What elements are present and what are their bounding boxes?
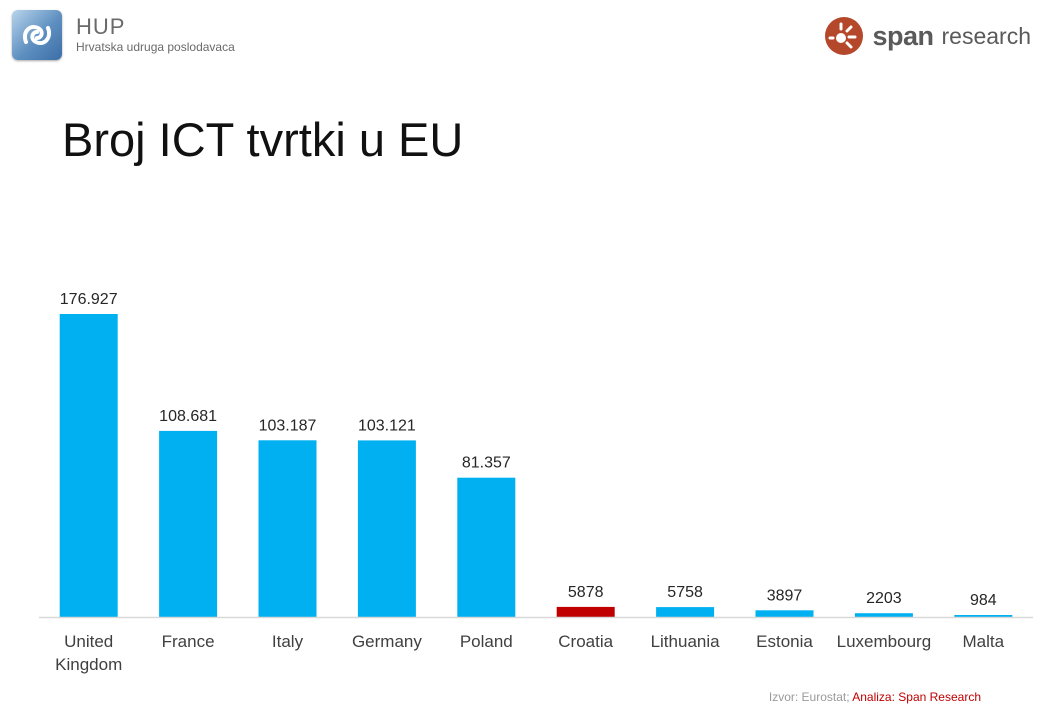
span-research-logo: span research [824, 16, 1031, 56]
hup-name: HUP [76, 14, 126, 39]
hup-subtitle: Hrvatska udruga poslodavaca [76, 40, 235, 54]
category-label: Poland [460, 632, 513, 651]
bar-estonia [755, 610, 814, 617]
category-label: France [162, 632, 215, 651]
category-label: United [64, 632, 113, 651]
category-label: Malta [963, 632, 1005, 651]
value-label: 103.121 [358, 417, 416, 434]
category-label: Italy [272, 632, 304, 651]
value-label: 176.927 [60, 291, 118, 308]
value-label: 103.187 [259, 417, 317, 434]
source-note: Izvor: Eurostat; Analiza: Span Research [769, 690, 981, 704]
page-title: Broj ICT tvrtki u EU [62, 113, 464, 166]
bar-lithuania [656, 607, 715, 617]
bar-italy [258, 440, 317, 617]
category-label: Germany [352, 632, 422, 651]
value-label: 3897 [767, 587, 803, 604]
bar-malta [954, 615, 1013, 617]
bar-united-kingdom [59, 314, 118, 617]
value-label: 108.681 [159, 408, 217, 425]
category-label: Kingdom [55, 655, 122, 674]
bar-france [159, 430, 218, 617]
value-label: 81.357 [462, 455, 511, 472]
bar-poland [457, 477, 516, 617]
category-label: Lithuania [651, 632, 721, 651]
bar-luxembourg [854, 613, 913, 617]
category-label: Estonia [756, 632, 813, 651]
source-analysis: Analiza: Span Research [852, 690, 981, 704]
value-label: 2203 [866, 590, 902, 607]
span-research-text: research [941, 22, 1031, 49]
value-label: 5758 [667, 584, 703, 601]
category-label: Croatia [558, 632, 613, 651]
hup-logo-icon [12, 10, 62, 60]
value-label: 5878 [568, 584, 604, 601]
span-name: span [872, 20, 934, 51]
source-prefix: Izvor: Eurostat; [768, 690, 850, 704]
category-label: Luxembourg [837, 632, 932, 651]
hup-logo: HUP Hrvatska udruga poslodavaca [12, 10, 235, 60]
bar-croatia [556, 606, 615, 617]
span-sun-icon [825, 17, 864, 55]
bar-germany [357, 440, 416, 617]
value-label: 984 [970, 592, 997, 609]
